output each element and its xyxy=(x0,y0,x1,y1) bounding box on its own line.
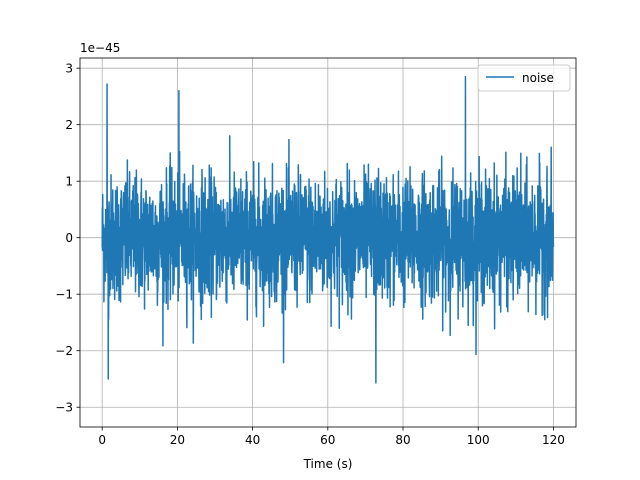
x-tick-label: 40 xyxy=(245,433,260,447)
tick-layer: 0 20 40 60 80 100 120 −3 −2 −1 0 1 2 3 xyxy=(55,62,565,447)
legend: noise xyxy=(477,64,571,92)
noise-series-line xyxy=(101,75,555,384)
y-tick-label: −1 xyxy=(55,288,73,302)
legend-box xyxy=(477,64,571,92)
x-tick-label: 60 xyxy=(320,433,335,447)
y-axis-scale-offset: 1e−45 xyxy=(80,41,120,55)
y-tick-label: 2 xyxy=(65,118,73,132)
x-tick-label: 20 xyxy=(170,433,185,447)
legend-series-label: noise xyxy=(522,71,554,85)
x-axis-label: Time (s) xyxy=(303,457,353,471)
y-tick-label: −3 xyxy=(55,401,73,415)
x-tick-label: 80 xyxy=(395,433,410,447)
x-tick-label: 100 xyxy=(467,433,490,447)
y-tick-label: 1 xyxy=(65,175,73,189)
plot-area xyxy=(101,75,555,384)
y-tick-label: 0 xyxy=(65,231,73,245)
x-tick-label: 120 xyxy=(542,433,565,447)
y-tick-label: 3 xyxy=(65,62,73,76)
y-tick-label: −2 xyxy=(55,344,73,358)
x-tick-label: 0 xyxy=(98,433,106,447)
